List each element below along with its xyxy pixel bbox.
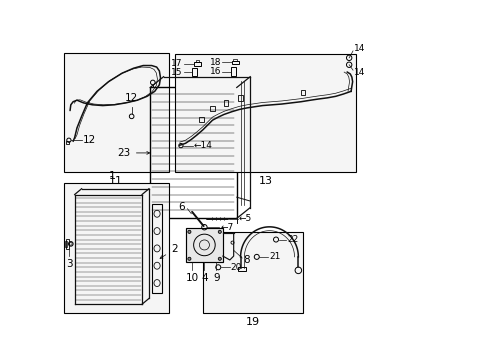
Bar — [203, 232, 303, 314]
Text: 13: 13 — [258, 176, 272, 186]
Text: 22: 22 — [286, 235, 298, 244]
Text: 20: 20 — [230, 263, 242, 272]
Text: 8: 8 — [243, 255, 249, 265]
Bar — [64, 53, 168, 172]
Text: ←7: ←7 — [220, 223, 233, 232]
Bar — [66, 239, 69, 248]
Text: 11: 11 — [108, 176, 122, 186]
Bar — [237, 267, 245, 271]
Bar — [151, 204, 162, 293]
Bar — [210, 106, 214, 111]
Bar — [199, 117, 203, 122]
Bar — [194, 62, 201, 66]
Circle shape — [187, 230, 190, 233]
Text: 2: 2 — [160, 244, 177, 258]
Bar — [233, 59, 237, 60]
Text: ←5: ←5 — [238, 214, 251, 223]
Circle shape — [218, 257, 221, 260]
Text: 19: 19 — [245, 317, 260, 327]
Bar — [65, 241, 67, 247]
Bar — [192, 68, 197, 76]
Text: 15: 15 — [171, 68, 183, 77]
Circle shape — [187, 257, 190, 260]
Bar — [231, 60, 238, 64]
Text: 18: 18 — [209, 58, 221, 67]
Bar — [174, 54, 356, 172]
Bar — [238, 95, 242, 100]
Bar — [300, 90, 305, 95]
Bar — [230, 67, 235, 76]
Text: 1: 1 — [109, 171, 116, 181]
Bar — [195, 60, 199, 62]
Text: 9: 9 — [213, 274, 219, 283]
Bar — [223, 100, 228, 105]
Circle shape — [218, 230, 221, 233]
Bar — [186, 228, 223, 262]
Text: 16: 16 — [209, 67, 221, 76]
Text: 21: 21 — [268, 252, 280, 261]
Text: 3: 3 — [66, 259, 72, 269]
Text: 14: 14 — [353, 68, 365, 77]
Text: 6: 6 — [178, 202, 185, 212]
Text: ←14: ←14 — [194, 141, 212, 150]
Text: 14: 14 — [353, 45, 365, 54]
Text: 17: 17 — [171, 59, 183, 68]
Bar — [66, 141, 68, 144]
Text: 4: 4 — [201, 274, 207, 283]
Bar — [150, 87, 236, 219]
Text: 23: 23 — [118, 148, 149, 158]
Text: 12: 12 — [82, 135, 96, 145]
Bar — [64, 183, 168, 314]
Text: 10: 10 — [185, 274, 198, 283]
Text: 12: 12 — [125, 93, 138, 103]
